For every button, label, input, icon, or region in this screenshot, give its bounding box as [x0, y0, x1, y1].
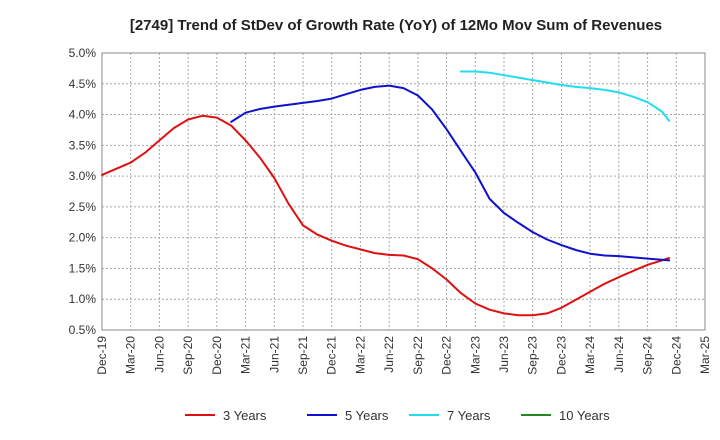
legend-label-3-years: 3 Years: [223, 408, 267, 423]
x-tick-label: Mar-23: [468, 336, 482, 374]
x-tick-label: Dec-22: [440, 336, 454, 375]
x-tick-label: Sep-24: [641, 336, 655, 375]
x-tick-label: Jun-22: [382, 336, 396, 373]
y-tick-label: 4.0%: [69, 108, 97, 122]
series-line-5-years: [230, 84, 671, 262]
plot-border: [101, 52, 706, 331]
x-tick-label: Mar-22: [353, 336, 367, 374]
y-tick-label: 2.0%: [69, 231, 97, 245]
x-tick-label: Jun-20: [152, 336, 166, 373]
y-tick-label: 3.0%: [69, 169, 97, 183]
series-line-3-years: [101, 114, 671, 317]
legend-label-5-years: 5 Years: [345, 408, 389, 423]
y-tick-label: 3.5%: [69, 138, 97, 152]
x-tick-label: Dec-24: [669, 336, 683, 375]
x-tick-label: Jun-21: [267, 336, 281, 373]
legend-label-7-years: 7 Years: [447, 408, 491, 423]
y-tick-label: 2.5%: [69, 200, 97, 214]
y-tick-label: 1.5%: [69, 261, 97, 275]
x-tick-label: Jun-24: [612, 336, 626, 373]
chart-title: [2749] Trend of StDev of Growth Rate (Yo…: [130, 17, 662, 34]
x-tick-label: Mar-20: [124, 336, 138, 374]
x-tick-label: Dec-20: [210, 336, 224, 375]
y-tick-label: 5.0%: [69, 46, 97, 60]
y-tick-label: 1.0%: [69, 292, 97, 306]
x-tick-label: Dec-19: [95, 336, 109, 375]
plot-area: [102, 53, 705, 330]
x-tick-label: Dec-23: [554, 336, 568, 375]
legend-label-10-years: 10 Years: [559, 408, 610, 423]
x-tick-label: Jun-23: [497, 336, 511, 373]
x-tick-label: Sep-22: [411, 336, 425, 375]
series-line-7-years: [459, 70, 671, 122]
y-tick-label: 4.5%: [69, 77, 97, 91]
x-tick-label: Dec-21: [325, 336, 339, 375]
x-tick-label: Mar-24: [583, 336, 597, 374]
x-tick-label: Sep-23: [526, 336, 540, 375]
x-tick-label: Sep-20: [181, 336, 195, 375]
x-tick-label: Sep-21: [296, 336, 310, 375]
x-tick-label: Mar-25: [698, 336, 712, 374]
y-tick-label: 0.5%: [69, 323, 97, 337]
x-tick-label: Mar-21: [239, 336, 253, 374]
